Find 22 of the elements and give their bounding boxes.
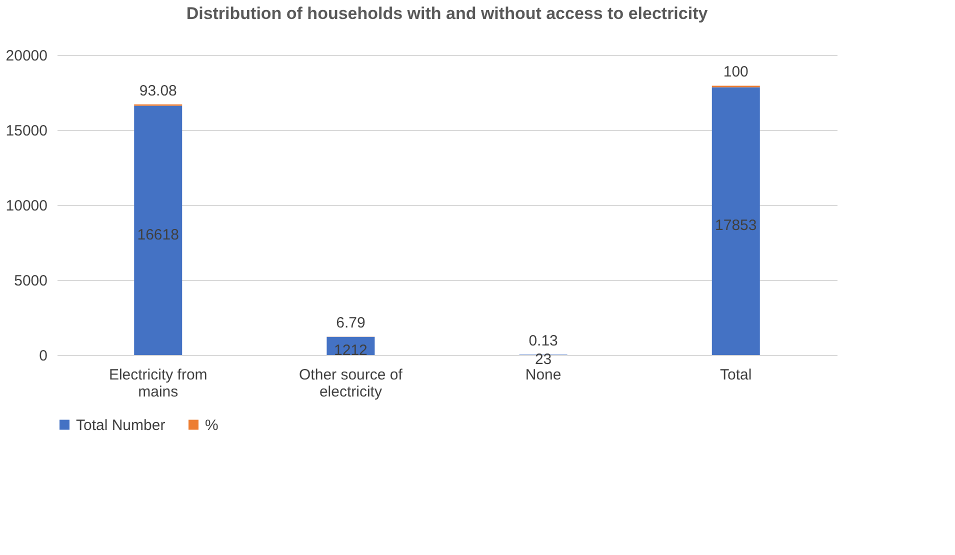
legend-label: % (205, 416, 218, 434)
data-label: 23 (534, 350, 552, 368)
x-tick-label: Electricity from mains (108, 366, 208, 400)
y-tick-label: 15000 (6, 122, 48, 140)
data-label: 93.08 (139, 82, 177, 100)
x-tick-label: Total (720, 366, 752, 384)
y-tick-label: 10000 (6, 198, 48, 214)
chart-title: Distribution of households with and without access to electricity (186, 4, 708, 23)
data-label: 0.13 (528, 332, 558, 350)
legend-label: Total Number (76, 416, 166, 434)
y-tick-label: 0 (39, 348, 48, 364)
x-tick-label: None (525, 366, 562, 384)
data-label: 17853 (715, 217, 757, 234)
data-label: 1212 (334, 342, 368, 359)
data-label: 6.79 (336, 314, 366, 332)
bar (712, 87, 760, 355)
y-tick-label: 5000 (14, 272, 48, 290)
x-tick-label: Other source of electricity (299, 366, 404, 400)
bar (134, 106, 182, 355)
y-tick-label: 20000 (6, 48, 48, 64)
data-label: 100 (723, 64, 748, 81)
data-label: 16618 (137, 226, 179, 244)
